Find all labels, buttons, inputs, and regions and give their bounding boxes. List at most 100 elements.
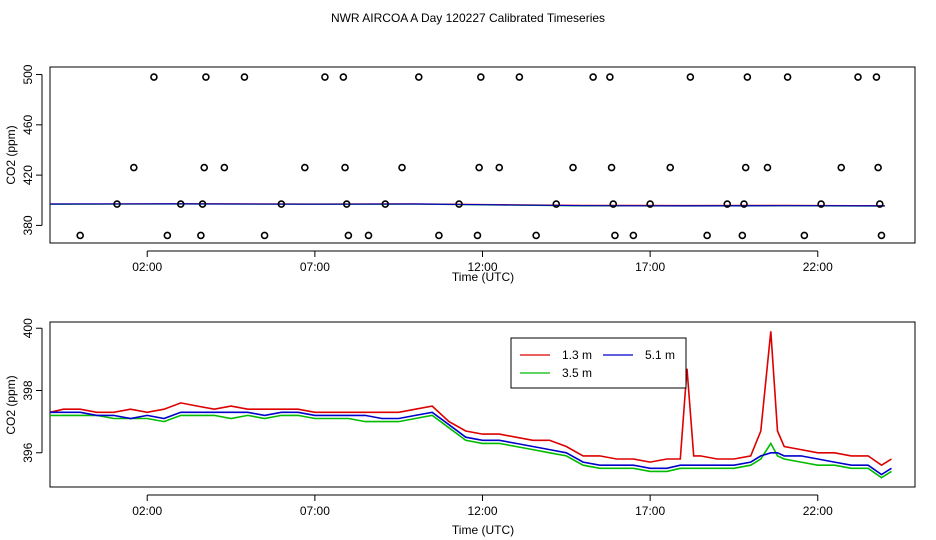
scatter-x-tick-label: 22:00: [803, 260, 833, 274]
line-x-axis: 02:00 07:00 12:00 17:00 22:00: [132, 494, 833, 518]
line-x-tick-label: 22:00: [803, 504, 833, 518]
scatter-point: [341, 163, 349, 172]
line-x-axis-label: Time (UTC): [452, 523, 514, 537]
scatter-point: [301, 163, 309, 172]
line-y-tick-label: 396: [21, 442, 35, 462]
scatter-point: [342, 200, 351, 208]
scatter-x-tick-label: 07:00: [300, 260, 330, 274]
scatter-point: [552, 200, 561, 208]
legend-label-1-3m: 1.3 m: [562, 348, 592, 362]
scatter-point: [130, 163, 138, 172]
line-series-1-3-m: [49, 331, 892, 467]
scatter-point: [800, 231, 809, 240]
line-panel: 02:00 07:00 12:00 17:00 22:00 396 398 400 Time…: [4, 318, 916, 537]
scatter-point: [163, 231, 172, 240]
scatter-series-lines: [49, 203, 885, 207]
scatter-point: [277, 200, 286, 208]
scatter-x-tick-label: 02:00: [132, 260, 162, 274]
scatter-y-tick-label: 460: [21, 114, 35, 134]
scatter-point: [666, 163, 675, 172]
scatter-point: [606, 73, 614, 81]
line-plot-frame: [49, 321, 916, 488]
scatter-point: [76, 231, 84, 240]
scatter-point: [837, 163, 846, 172]
scatter-point: [686, 73, 695, 81]
scatter-point: [532, 231, 540, 240]
line-x-tick-label: 07:00: [300, 504, 330, 518]
scatter-point: [198, 200, 207, 208]
scatter-point: [414, 73, 423, 81]
scatter-point: [817, 200, 825, 208]
scatter-point: [202, 73, 210, 81]
line-y-axis-label: CO2 (ppm): [4, 375, 18, 434]
scatter-y-axis-label: CO2 (ppm): [4, 125, 18, 184]
scatter-point: [435, 231, 443, 240]
scatter-point: [344, 231, 353, 240]
scatter-point: [569, 163, 577, 172]
scatter-point: [738, 231, 747, 240]
scatter-point: [875, 200, 884, 208]
line-series-3-5-m: [50, 414, 892, 479]
scatter-y-axis: 380 420 460 500: [21, 64, 43, 235]
legend-label-3-5m: 3.5 m: [562, 366, 592, 380]
line-x-tick-label: 12:00: [467, 504, 497, 518]
scatter-points: [76, 73, 886, 240]
scatter-point: [398, 163, 406, 172]
scatter-point: [611, 231, 619, 240]
scatter-point: [854, 73, 862, 81]
scatter-x-tick-label: 12:00: [467, 260, 497, 274]
scatter-point: [113, 200, 121, 208]
scatter-series-line-2: [49, 203, 885, 207]
legend: 1.3 m 5.1 m 3.5 m: [510, 337, 687, 389]
scatter-point: [703, 231, 711, 240]
scatter-point: [607, 163, 616, 172]
scatter-point: [740, 200, 748, 208]
legend-label-5-1m: 5.1 m: [645, 348, 675, 362]
scatter-point: [874, 163, 882, 172]
scatter-point: [741, 163, 750, 172]
scatter-point: [240, 73, 249, 81]
line-series-5-1-m: [50, 411, 892, 476]
scatter-x-tick-label: 17:00: [635, 260, 665, 274]
scatter-point: [515, 73, 524, 81]
scatter-point: [473, 231, 482, 240]
scatter-point: [197, 231, 205, 240]
legend-box: [510, 337, 687, 389]
scatter-point: [629, 231, 638, 240]
scatter-point: [783, 73, 792, 81]
scatter-point: [872, 73, 881, 81]
line-x-tick-label: 17:00: [635, 504, 665, 518]
scatter-plot-frame: [49, 66, 916, 244]
line-series: [49, 331, 892, 479]
scatter-x-axis-label: Time (UTC): [452, 270, 514, 284]
scatter-panel: 02:00 07:00 12:00 17:00 22:00 380 420 460 500 T…: [4, 64, 916, 284]
line-y-tick-label: 400: [21, 318, 35, 338]
line-y-tick-label: 398: [21, 380, 35, 400]
scatter-point: [176, 200, 185, 208]
scatter-y-tick-label: 380: [21, 215, 35, 235]
line-x-tick-label: 02:00: [132, 504, 162, 518]
scatter-point: [220, 163, 229, 172]
scatter-y-tick-label: 420: [21, 165, 35, 185]
scatter-point: [646, 200, 654, 208]
scatter-point: [381, 200, 390, 208]
scatter-point: [877, 231, 886, 240]
scatter-x-axis: 02:00 07:00 12:00 17:00 22:00: [132, 250, 833, 274]
scatter-point: [150, 73, 158, 81]
scatter-point: [477, 73, 485, 81]
scatter-point: [321, 73, 329, 81]
scatter-point: [495, 163, 504, 172]
scatter-point: [475, 163, 483, 172]
scatter-point: [743, 73, 752, 81]
scatter-point: [339, 73, 348, 81]
scatter-point: [763, 163, 772, 172]
line-y-axis: 396 398 400: [21, 318, 43, 463]
scatter-point: [364, 231, 373, 240]
scatter-y-tick-label: 500: [21, 64, 35, 84]
figure-title: NWR AIRCOA A Day 120227 Calibrated Times…: [331, 11, 605, 25]
scatter-point: [260, 231, 269, 240]
scatter-point: [200, 163, 209, 172]
scatter-point: [723, 200, 732, 208]
scatter-point: [589, 73, 597, 81]
